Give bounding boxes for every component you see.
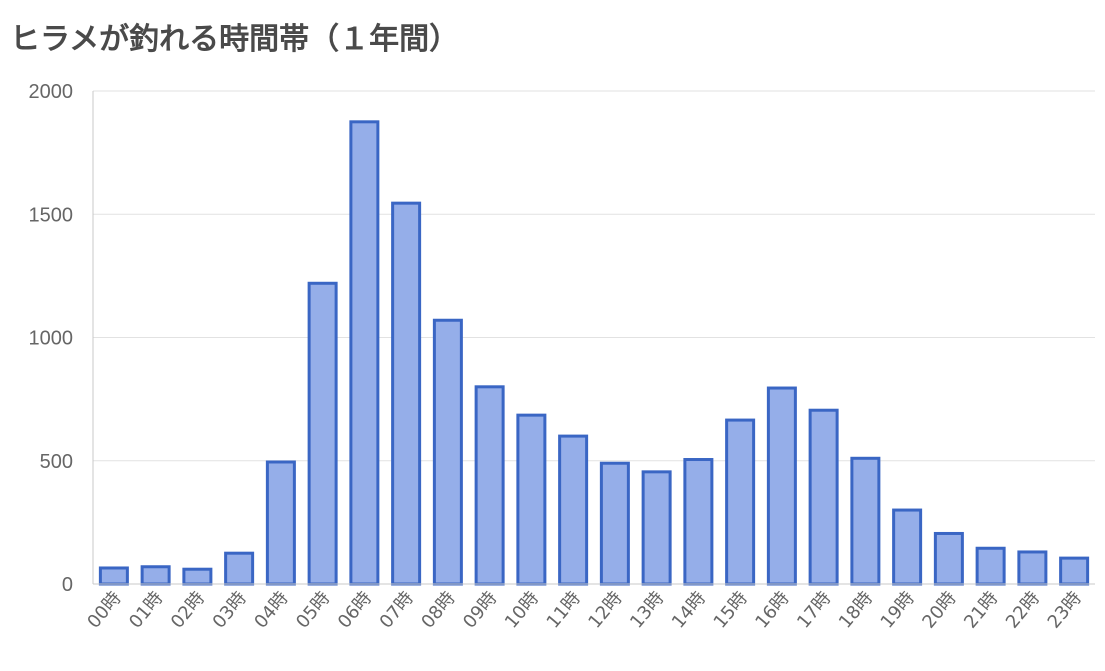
bar-13時 bbox=[641, 470, 672, 586]
bar-18時 bbox=[850, 456, 881, 586]
x-tick-label-09時: 09時 bbox=[459, 588, 501, 633]
bar-09時 bbox=[474, 385, 505, 586]
bar-06時 bbox=[349, 120, 380, 586]
bar-16時 bbox=[766, 386, 797, 586]
bar-05時 bbox=[307, 281, 338, 586]
bar-19時 bbox=[892, 508, 923, 586]
y-tick-label-1000: 1000 bbox=[29, 328, 74, 350]
x-tick-label-02時: 02時 bbox=[167, 588, 209, 633]
bar-02時 bbox=[182, 567, 213, 586]
bar-22時 bbox=[1017, 550, 1048, 586]
bar-12時 bbox=[599, 461, 630, 586]
bars bbox=[98, 120, 1090, 586]
x-tick-label-21時: 21時 bbox=[960, 588, 1002, 633]
x-tick-label-05時: 05時 bbox=[292, 588, 334, 633]
y-axis-ticks: 0 500 1000 1500 2000 bbox=[29, 81, 74, 596]
x-tick-label-19時: 19時 bbox=[877, 588, 919, 633]
bar-15時 bbox=[725, 418, 756, 586]
x-tick-label-10時: 10時 bbox=[501, 588, 543, 633]
x-tick-label-03時: 03時 bbox=[209, 588, 251, 633]
y-tick-label-500: 500 bbox=[40, 451, 73, 473]
bar-00時 bbox=[98, 566, 129, 586]
bar-08時 bbox=[432, 318, 463, 586]
bar-21時 bbox=[975, 546, 1006, 586]
x-tick-label-16時: 16時 bbox=[751, 588, 793, 633]
bar-14時 bbox=[683, 458, 714, 586]
x-tick-label-18時: 18時 bbox=[835, 588, 877, 633]
x-tick-label-23時: 23時 bbox=[1044, 588, 1086, 633]
chart-title: ヒラメが釣れる時間帯（１年間） bbox=[10, 22, 460, 57]
x-tick-label-11時: 11時 bbox=[543, 588, 585, 633]
x-tick-label-22時: 22時 bbox=[1002, 588, 1044, 633]
x-tick-label-08時: 08時 bbox=[417, 588, 459, 633]
bar-07時 bbox=[391, 201, 422, 586]
x-tick-label-14時: 14時 bbox=[668, 588, 710, 633]
x-axis-ticks: 00時 01時 02時 03時 04時 05時 06時 07時 08時 09時 10時 11時 12時 1… bbox=[83, 588, 1086, 633]
x-tick-label-04時: 04時 bbox=[250, 588, 292, 633]
bar-20時 bbox=[933, 531, 964, 586]
y-tick-label-0: 0 bbox=[62, 574, 73, 596]
bar-23時 bbox=[1059, 556, 1090, 586]
x-tick-label-06時: 06時 bbox=[334, 588, 376, 633]
x-tick-label-00時: 00時 bbox=[83, 588, 125, 633]
x-tick-label-13時: 13時 bbox=[626, 588, 668, 633]
y-tick-label-2000: 2000 bbox=[29, 81, 74, 103]
x-tick-label-20時: 20時 bbox=[918, 588, 960, 633]
x-tick-label-07時: 07時 bbox=[376, 588, 418, 633]
bar-03時 bbox=[224, 551, 255, 586]
axes bbox=[92, 91, 1095, 585]
bar-11時 bbox=[558, 434, 589, 586]
bar-01時 bbox=[140, 565, 171, 586]
bar-10時 bbox=[516, 413, 547, 586]
x-tick-label-01時: 01時 bbox=[125, 588, 167, 633]
y-tick-label-1500: 1500 bbox=[29, 204, 74, 226]
x-tick-label-15時: 15時 bbox=[710, 588, 752, 633]
bar-17時 bbox=[808, 408, 839, 586]
x-tick-label-17時: 17時 bbox=[793, 588, 835, 633]
x-tick-label-12時: 12時 bbox=[584, 588, 626, 633]
bar-04時 bbox=[265, 460, 296, 586]
gridlines bbox=[93, 90, 1095, 462]
